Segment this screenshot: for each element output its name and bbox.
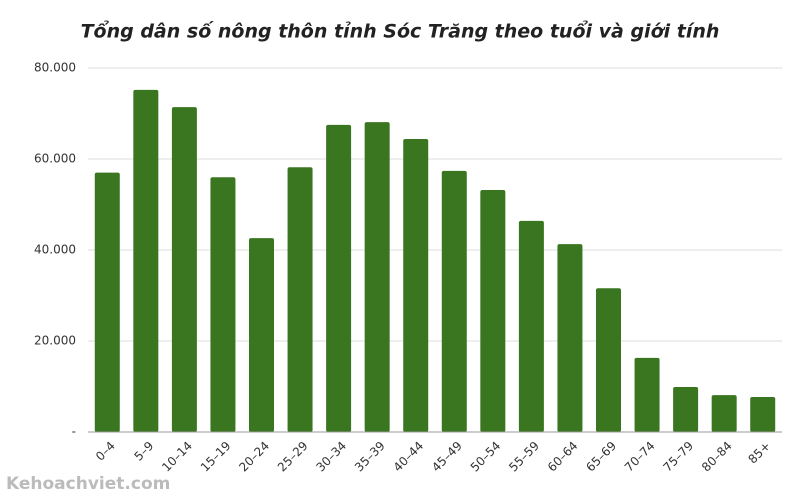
bar xyxy=(634,357,660,432)
x-tick-label: 75–79 xyxy=(660,439,696,475)
bar xyxy=(171,107,197,432)
bar xyxy=(673,386,699,432)
x-tick-label: 80–84 xyxy=(699,439,735,475)
x-tick-label: 10–14 xyxy=(159,439,195,475)
y-tick-label: 40.000 xyxy=(34,243,76,257)
x-tick-label: 40–44 xyxy=(391,439,427,475)
bar xyxy=(557,244,583,432)
bar xyxy=(326,124,352,432)
y-tick-label: 80.000 xyxy=(34,61,76,75)
bar xyxy=(364,122,390,433)
bar xyxy=(518,220,544,432)
bar xyxy=(441,170,467,432)
x-tick-label: 50–54 xyxy=(468,439,504,475)
y-tick-label: - xyxy=(72,425,76,439)
x-tick-label: 55–59 xyxy=(506,439,542,475)
bar xyxy=(596,288,621,432)
watermark: Kehoachviet.com xyxy=(6,474,170,494)
x-tick-label: 20–24 xyxy=(236,439,272,475)
bar xyxy=(750,396,776,432)
x-tick-label: 70–74 xyxy=(622,439,658,475)
bar xyxy=(403,138,429,433)
x-tick-label: 30–34 xyxy=(313,439,349,475)
x-tick-label: 5–9 xyxy=(131,439,156,464)
y-tick-label: 20.000 xyxy=(34,334,76,348)
bar xyxy=(711,395,737,432)
bar xyxy=(480,189,506,432)
bar xyxy=(133,89,159,432)
y-tick-label: 60.000 xyxy=(34,152,76,166)
x-tick-label: 35–39 xyxy=(352,439,388,475)
chart-title: Tổng dân số nông thôn tỉnh Sóc Trăng the… xyxy=(81,20,720,43)
x-tick-label: 45–49 xyxy=(429,439,465,475)
bar xyxy=(249,238,274,432)
x-tick-label: 0–4 xyxy=(93,439,118,464)
x-tick-label: 65–69 xyxy=(583,439,619,475)
x-tick-label: 60–64 xyxy=(545,439,581,475)
bar xyxy=(287,167,313,432)
x-tick-label: 25–29 xyxy=(275,439,311,475)
x-tick-label: 85+ xyxy=(746,439,774,467)
bar xyxy=(94,172,120,432)
x-tick-label: 15–19 xyxy=(198,439,234,475)
bar xyxy=(210,177,236,432)
